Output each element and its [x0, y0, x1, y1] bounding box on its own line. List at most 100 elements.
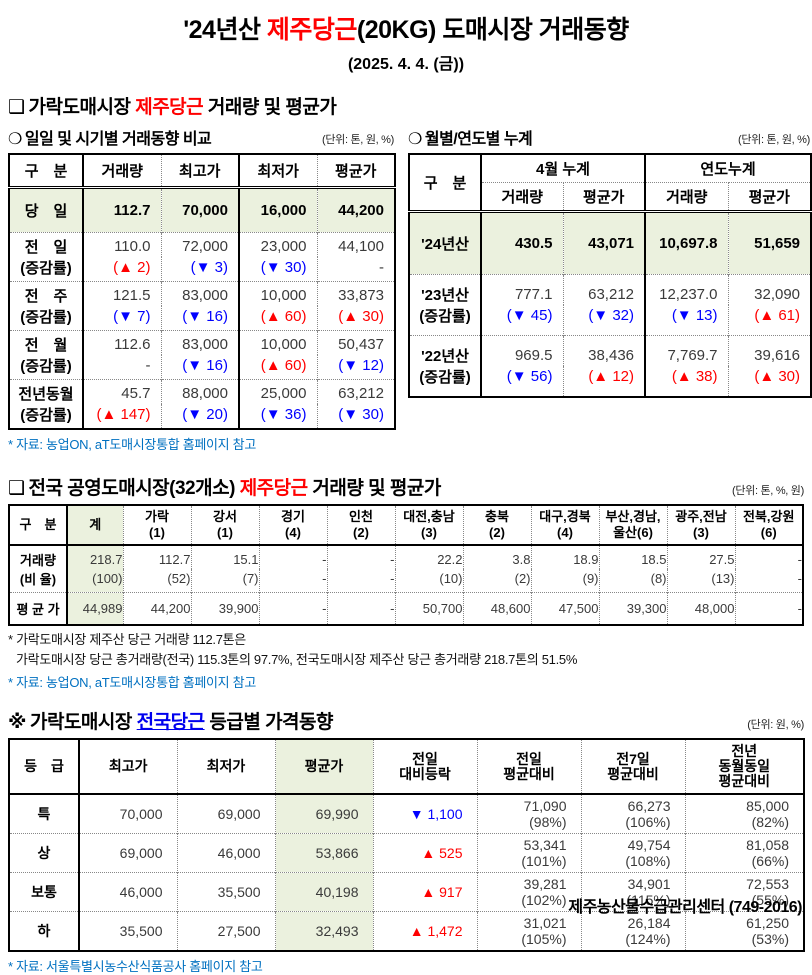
- section3-heading-post: 등급별 가격동향: [204, 712, 333, 733]
- change-cell: (▲ 30): [316, 306, 395, 331]
- report-date: (2025. 4. 4. (금)): [347, 56, 465, 73]
- grade-label: 하: [9, 911, 80, 951]
- section3-heading-row: ※ 가락도매시장 전국당근 등급별 가격동향 (단위: 원, %): [8, 707, 804, 734]
- change-cell: (▲ 38): [644, 366, 729, 397]
- value-cell: 83,000: [160, 330, 239, 355]
- national-note-line1: * 가락도매시장 제주산 당근 거래량 112.7톤은: [8, 632, 246, 647]
- day-avg-cell: 71,090 (98%): [476, 794, 581, 834]
- value-cell: 25,000: [238, 379, 317, 404]
- change-cell: -: [316, 257, 395, 282]
- change-cell: (▼ 12): [316, 355, 395, 380]
- value-cell: 50,437: [316, 330, 395, 355]
- value-cell: (8): [598, 569, 667, 593]
- national-note-line2: 가락도매시장 당근 총거래량(전국) 115.3톤의 97.7%, 전국도매시장…: [16, 652, 578, 667]
- value-cell: 112.7: [82, 187, 161, 233]
- value-cell: -: [326, 545, 395, 569]
- reference-mark-icon: ※: [8, 712, 26, 733]
- section1-heading-highlight: 제주당근: [135, 97, 204, 118]
- value-cell: -: [734, 545, 803, 569]
- column-header: 전일 평균대비: [476, 739, 581, 795]
- section1-heading-pre: 가락도매시장: [28, 97, 136, 118]
- change-cell: (▲ 60): [238, 355, 317, 380]
- value-cell: 112.6: [82, 330, 161, 355]
- value-cell: (9): [530, 569, 599, 593]
- value-cell: -: [734, 569, 803, 593]
- value-cell: 16,000: [238, 187, 317, 233]
- row-sublabel: (증감률): [9, 404, 84, 429]
- daily-subtitle: ❍ 일일 및 시기별 거래동향 비교: [8, 125, 212, 149]
- national-table: 구 분 계 가락 (1) 강서 (1) 경기 (4) 인천 (2) 대전,충남 (3) 충북 (2) 대구,…: [8, 504, 804, 626]
- column-header: 최고가: [78, 739, 177, 795]
- change-cell: (▲ 30): [727, 366, 812, 397]
- value-cell: (10): [394, 569, 463, 593]
- row-sublabel: (증감률): [409, 366, 482, 397]
- cumulative-block: ❍ 월별/연도별 누계 (단위: 톤, 원, %) 구 분 4월 누계 연도누계 거래량…: [408, 125, 812, 453]
- change-cell: (▲ 60): [238, 306, 317, 331]
- value-cell: 53,866: [274, 833, 373, 873]
- value-cell: (7): [190, 569, 259, 593]
- national-carrot-link[interactable]: 전국당근: [136, 712, 205, 733]
- column-header: 구 분: [9, 505, 68, 546]
- value-cell: 69,990: [274, 794, 373, 834]
- section2-heading-post: 거래량 및 평균가: [307, 478, 441, 499]
- column-header: 등 급: [9, 739, 80, 795]
- value-cell: 44,200: [316, 187, 395, 233]
- cumulative-unit-label: (단위: 톤, 원, %): [737, 134, 810, 146]
- grade-table: 등 급 최고가 최저가 평균가 전일 대비등락 전일 평균대비 전7일 평균대비 전년 동월동일 평균대…: [8, 738, 805, 952]
- value-cell: -: [326, 569, 395, 593]
- value-cell: 35,500: [78, 911, 177, 951]
- value-cell: 27.5: [666, 545, 735, 569]
- section1-heading-post: 거래량 및 평균가: [203, 97, 337, 118]
- column-group-header: 4월 누계: [479, 154, 646, 183]
- year-avg-cell: 61,250 (53%): [684, 911, 804, 951]
- value-cell: 51,659: [727, 211, 812, 275]
- value-cell: 110.0: [82, 232, 161, 257]
- grade-label: 상: [9, 833, 80, 873]
- value-cell: 70,000: [160, 187, 239, 233]
- daily-subtitle-text: 일일 및 시기별 거래동향 비교: [24, 131, 212, 148]
- cumulative-subtitle: ❍ 월별/연도별 누계: [408, 125, 533, 149]
- title-text-suffix: (20KG) 도매시장 거래동향: [356, 16, 629, 44]
- square-bullet-icon: ❑: [8, 478, 25, 499]
- value-cell: 48,600: [462, 592, 531, 625]
- value-cell: 10,000: [238, 330, 317, 355]
- year-avg-cell: 81,058 (66%): [684, 833, 804, 873]
- value-cell: 15.1: [190, 545, 259, 569]
- change-cell: (▼ 3): [160, 257, 239, 282]
- value-cell: 39,900: [190, 592, 259, 625]
- row-sublabel: (증감률): [409, 305, 482, 336]
- value-cell: 47,500: [530, 592, 599, 625]
- section2-heading: ❑ 전국 공영도매시장(32개소) 제주당근 거래량 및 평균가: [8, 473, 441, 500]
- value-cell: -: [258, 545, 327, 569]
- column-header: 강서 (1): [190, 505, 259, 546]
- daily-source-note: * 자료: 농업ON, aT도매시장통합 홈페이지 참고: [8, 437, 256, 452]
- value-cell: 10,697.8: [644, 211, 729, 275]
- change-cell: (▼ 16): [160, 355, 239, 380]
- national-source-note: * 자료: 농업ON, aT도매시장통합 홈페이지 참고: [8, 675, 256, 690]
- column-header: 전년 동월동일 평균대비: [684, 739, 804, 795]
- section3-heading: ※ 가락도매시장 전국당근 등급별 가격동향: [8, 707, 334, 734]
- value-cell: 88,000: [160, 379, 239, 404]
- value-cell: 72,000: [160, 232, 239, 257]
- section3-heading-pre: 가락도매시장: [29, 712, 137, 733]
- change-cell: (▼ 16): [160, 306, 239, 331]
- row-label: 전 월: [9, 330, 84, 355]
- column-header: 평균가: [727, 182, 812, 213]
- column-header: 부산,경남, 울산(6): [598, 505, 667, 546]
- value-cell: 32,493: [274, 911, 373, 951]
- value-cell: 45.7: [82, 379, 161, 404]
- change-cell: (▼ 36): [238, 404, 317, 429]
- section1-heading: ❑ 가락도매시장 제주당근 거래량 및 평균가: [8, 92, 337, 119]
- row-label: '24년산: [409, 211, 482, 275]
- value-cell: -: [258, 592, 327, 625]
- change-cell: ▲ 525: [372, 833, 477, 873]
- column-header: 최저가: [176, 739, 275, 795]
- row-label: 당 일: [9, 187, 84, 233]
- change-cell: (▼ 56): [480, 366, 563, 397]
- change-cell: (▼ 30): [238, 257, 317, 282]
- value-cell: -: [326, 592, 395, 625]
- column-header: 거래량: [480, 182, 563, 213]
- value-cell: (13): [666, 569, 735, 593]
- section2-heading-highlight: 제주당근: [239, 478, 308, 499]
- cumulative-table: 구 분 4월 누계 연도누계 거래량 평균가 거래량 평균가 '24년산 430.5 43,071…: [408, 153, 812, 398]
